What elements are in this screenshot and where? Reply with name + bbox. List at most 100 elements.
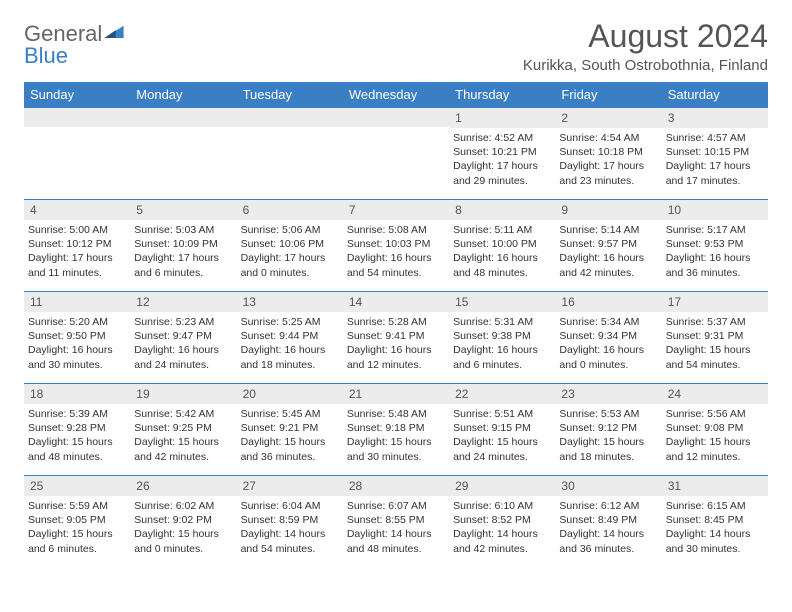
sunset-text: Sunset: 9:21 PM <box>241 421 339 435</box>
day-number: 27 <box>237 475 343 496</box>
daylight-text: Daylight: 16 hours and 48 minutes. <box>453 251 551 279</box>
day-details: Sunrise: 5:11 AMSunset: 10:00 PMDaylight… <box>449 220 555 283</box>
daylight-text: Daylight: 17 hours and 29 minutes. <box>453 159 551 187</box>
day-number: 16 <box>555 291 661 312</box>
calendar-day-cell: 14Sunrise: 5:28 AMSunset: 9:41 PMDayligh… <box>343 291 449 383</box>
day-number <box>24 107 130 127</box>
logo-triangle-icon <box>104 18 124 44</box>
sunrise-text: Sunrise: 5:20 AM <box>28 315 126 329</box>
calendar-day-cell: 18Sunrise: 5:39 AMSunset: 9:28 PMDayligh… <box>24 383 130 475</box>
sunrise-text: Sunrise: 5:51 AM <box>453 407 551 421</box>
day-number: 6 <box>237 199 343 220</box>
sunset-text: Sunset: 9:18 PM <box>347 421 445 435</box>
day-number: 28 <box>343 475 449 496</box>
calendar-day-cell: 3Sunrise: 4:57 AMSunset: 10:15 PMDayligh… <box>662 107 768 199</box>
day-details: Sunrise: 5:14 AMSunset: 9:57 PMDaylight:… <box>555 220 661 283</box>
sunrise-text: Sunrise: 5:17 AM <box>666 223 764 237</box>
day-number: 15 <box>449 291 555 312</box>
calendar-day-cell <box>343 107 449 199</box>
calendar-week-row: 4Sunrise: 5:00 AMSunset: 10:12 PMDayligh… <box>24 199 768 291</box>
sunset-text: Sunset: 9:34 PM <box>559 329 657 343</box>
page-header: GeneralBlue August 2024 Kurikka, South O… <box>24 18 768 74</box>
day-number: 7 <box>343 199 449 220</box>
day-number: 1 <box>449 107 555 128</box>
sunrise-text: Sunrise: 6:15 AM <box>666 499 764 513</box>
day-number: 9 <box>555 199 661 220</box>
day-details: Sunrise: 6:02 AMSunset: 9:02 PMDaylight:… <box>130 496 236 559</box>
sunrise-text: Sunrise: 5:45 AM <box>241 407 339 421</box>
calendar-body: 1Sunrise: 4:52 AMSunset: 10:21 PMDayligh… <box>24 107 768 567</box>
calendar-day-cell: 20Sunrise: 5:45 AMSunset: 9:21 PMDayligh… <box>237 383 343 475</box>
calendar-day-cell: 11 Sunrise: 5:20 AMSunset: 9:50 PMDayligh… <box>24 291 130 383</box>
calendar-day-cell: 4Sunrise: 5:00 AMSunset: 10:12 PMDayligh… <box>24 199 130 291</box>
day-header: Thursday <box>449 82 555 107</box>
calendar-day-cell: 5Sunrise: 5:03 AMSunset: 10:09 PMDayligh… <box>130 199 236 291</box>
calendar-day-cell: 2Sunrise: 4:54 AMSunset: 10:18 PMDayligh… <box>555 107 661 199</box>
daylight-text: Daylight: 14 hours and 54 minutes. <box>241 527 339 555</box>
day-number: 5 <box>130 199 236 220</box>
calendar-day-cell: 13Sunrise: 5:25 AMSunset: 9:44 PMDayligh… <box>237 291 343 383</box>
month-title: August 2024 <box>523 18 768 55</box>
daylight-text: Daylight: 14 hours and 48 minutes. <box>347 527 445 555</box>
daylight-text: Daylight: 16 hours and 42 minutes. <box>559 251 657 279</box>
sunset-text: Sunset: 9:44 PM <box>241 329 339 343</box>
sunrise-text: Sunrise: 5:23 AM <box>134 315 232 329</box>
day-details: Sunrise: 4:52 AMSunset: 10:21 PMDaylight… <box>449 128 555 191</box>
day-number: 25 <box>24 475 130 496</box>
day-header: Monday <box>130 82 236 107</box>
sunset-text: Sunset: 10:18 PM <box>559 145 657 159</box>
day-number: 26 <box>130 475 236 496</box>
day-number: 2 <box>555 107 661 128</box>
day-header: Sunday <box>24 82 130 107</box>
daylight-text: Daylight: 16 hours and 30 minutes. <box>28 343 126 371</box>
sunset-text: Sunset: 10:15 PM <box>666 145 764 159</box>
sunrise-text: Sunrise: 5:59 AM <box>28 499 126 513</box>
calendar-day-cell: 19Sunrise: 5:42 AMSunset: 9:25 PMDayligh… <box>130 383 236 475</box>
sunset-text: Sunset: 9:12 PM <box>559 421 657 435</box>
day-number: 12 <box>130 291 236 312</box>
calendar-day-cell: 1Sunrise: 4:52 AMSunset: 10:21 PMDayligh… <box>449 107 555 199</box>
sunrise-text: Sunrise: 5:03 AM <box>134 223 232 237</box>
day-details: Sunrise: 5:42 AMSunset: 9:25 PMDaylight:… <box>130 404 236 467</box>
day-details: Sunrise: 4:54 AMSunset: 10:18 PMDaylight… <box>555 128 661 191</box>
calendar-day-cell: 24Sunrise: 5:56 AMSunset: 9:08 PMDayligh… <box>662 383 768 475</box>
day-details: Sunrise: 5:28 AMSunset: 9:41 PMDaylight:… <box>343 312 449 375</box>
day-details: Sunrise: 5:51 AMSunset: 9:15 PMDaylight:… <box>449 404 555 467</box>
day-number: 11 <box>24 291 130 312</box>
daylight-text: Daylight: 16 hours and 54 minutes. <box>347 251 445 279</box>
day-number <box>343 107 449 127</box>
sunset-text: Sunset: 9:38 PM <box>453 329 551 343</box>
day-number: 17 <box>662 291 768 312</box>
sunrise-text: Sunrise: 5:06 AM <box>241 223 339 237</box>
day-number: 3 <box>662 107 768 128</box>
sunset-text: Sunset: 9:50 PM <box>28 329 126 343</box>
day-details: Sunrise: 6:04 AMSunset: 8:59 PMDaylight:… <box>237 496 343 559</box>
day-details: Sunrise: 5:53 AMSunset: 9:12 PMDaylight:… <box>555 404 661 467</box>
sunrise-text: Sunrise: 6:04 AM <box>241 499 339 513</box>
sunrise-text: Sunrise: 5:56 AM <box>666 407 764 421</box>
day-details: Sunrise: 5:37 AMSunset: 9:31 PMDaylight:… <box>662 312 768 375</box>
daylight-text: Daylight: 14 hours and 30 minutes. <box>666 527 764 555</box>
daylight-text: Daylight: 15 hours and 0 minutes. <box>134 527 232 555</box>
sunrise-text: Sunrise: 5:42 AM <box>134 407 232 421</box>
sunrise-text: Sunrise: 4:52 AM <box>453 131 551 145</box>
logo: GeneralBlue <box>24 18 124 69</box>
day-details: Sunrise: 6:07 AMSunset: 8:55 PMDaylight:… <box>343 496 449 559</box>
calendar-day-cell: 29Sunrise: 6:10 AMSunset: 8:52 PMDayligh… <box>449 475 555 567</box>
sunset-text: Sunset: 9:47 PM <box>134 329 232 343</box>
calendar-day-cell: 30Sunrise: 6:12 AMSunset: 8:49 PMDayligh… <box>555 475 661 567</box>
sunset-text: Sunset: 8:55 PM <box>347 513 445 527</box>
day-details: Sunrise: 5:31 AMSunset: 9:38 PMDaylight:… <box>449 312 555 375</box>
day-details: Sunrise: 5:48 AMSunset: 9:18 PMDaylight:… <box>343 404 449 467</box>
calendar-day-cell: 28Sunrise: 6:07 AMSunset: 8:55 PMDayligh… <box>343 475 449 567</box>
calendar-day-cell: 31Sunrise: 6:15 AMSunset: 8:45 PMDayligh… <box>662 475 768 567</box>
calendar-day-cell: 10Sunrise: 5:17 AMSunset: 9:53 PMDayligh… <box>662 199 768 291</box>
day-details: Sunrise: 6:15 AMSunset: 8:45 PMDaylight:… <box>662 496 768 559</box>
day-header: Saturday <box>662 82 768 107</box>
sunrise-text: Sunrise: 4:54 AM <box>559 131 657 145</box>
daylight-text: Daylight: 17 hours and 0 minutes. <box>241 251 339 279</box>
calendar-day-cell: 15Sunrise: 5:31 AMSunset: 9:38 PMDayligh… <box>449 291 555 383</box>
daylight-text: Daylight: 14 hours and 36 minutes. <box>559 527 657 555</box>
day-number: 14 <box>343 291 449 312</box>
daylight-text: Daylight: 16 hours and 0 minutes. <box>559 343 657 371</box>
